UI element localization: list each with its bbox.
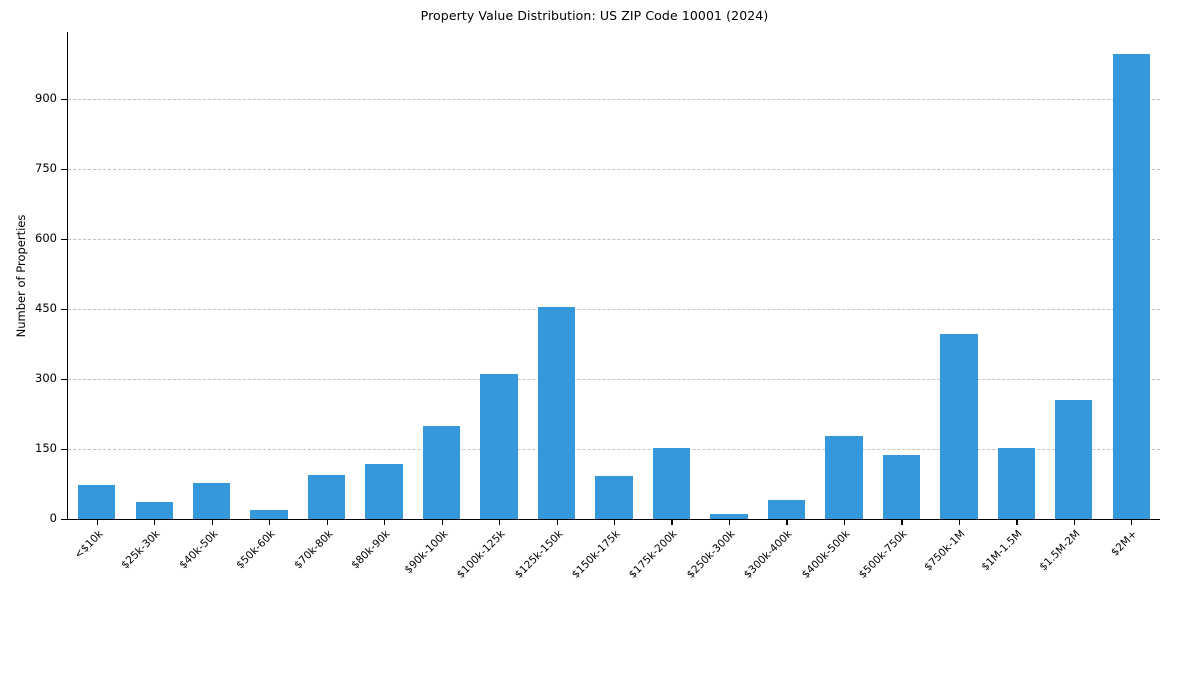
y-axis-tick-label: 0 <box>49 511 57 525</box>
x-axis-tick-mark <box>728 520 731 525</box>
bar <box>595 476 633 519</box>
bar <box>250 510 288 519</box>
y-axis-tick-label: 150 <box>35 440 57 455</box>
gridline <box>68 98 1160 100</box>
plot-area <box>68 32 1160 519</box>
x-axis-tick-mark <box>96 520 98 525</box>
bar <box>422 425 461 519</box>
gridline <box>68 378 1160 380</box>
y-axis-tick-mark <box>61 378 67 381</box>
bar <box>1112 53 1150 519</box>
x-axis-tick-mark <box>441 520 443 525</box>
gridlines <box>68 32 1160 519</box>
gridline <box>68 238 1160 240</box>
y-axis-tick-mark <box>61 168 67 170</box>
bar <box>537 306 576 519</box>
bar <box>652 448 691 519</box>
x-axis-tick-mark <box>843 520 846 525</box>
gridline <box>68 308 1160 310</box>
x-axis-tick-mark <box>786 520 788 525</box>
y-axis-tick-mark <box>61 308 67 311</box>
x-axis-tick-mark <box>384 520 386 525</box>
chart-figure: Property Value Distribution: US ZIP Code… <box>14 8 1160 581</box>
bar <box>997 447 1035 519</box>
bar <box>78 484 116 519</box>
bar-series <box>68 32 1160 519</box>
x-axis-spine <box>67 518 1160 520</box>
x-axis-tick-mark <box>1016 520 1018 525</box>
y-axis-label: Number of Properties <box>14 214 28 337</box>
x-axis-tick-mark <box>1073 520 1075 525</box>
bar <box>135 502 173 519</box>
bar <box>710 513 748 519</box>
y-axis-tick-label: 750 <box>35 160 57 175</box>
bar <box>193 482 231 519</box>
gridline <box>68 168 1160 170</box>
bar <box>825 435 863 519</box>
y-axis-tick-label: 300 <box>35 370 57 385</box>
y-axis-tick-label: 450 <box>35 300 57 315</box>
bar <box>882 455 921 519</box>
x-axis-tick-mark <box>1131 520 1133 525</box>
y-axis-tick-label: 600 <box>35 230 57 245</box>
bar <box>1055 399 1093 519</box>
x-axis-tick-mark <box>269 520 271 525</box>
x-axis-tick-mark <box>901 520 903 525</box>
y-axis-tick-mark <box>61 98 67 100</box>
bar <box>365 464 403 519</box>
bar <box>767 500 806 519</box>
x-axis-tick-mark <box>671 520 673 525</box>
x-axis-tick-mark <box>556 520 558 525</box>
x-axis-tick-mark <box>614 520 616 525</box>
y-axis-tick-mark <box>61 519 67 521</box>
bar <box>307 475 346 519</box>
y-axis-tick-label: 900 <box>35 90 57 105</box>
bar <box>940 334 978 519</box>
x-axis-tick-mark <box>958 520 961 525</box>
x-axis-tick-mark <box>499 520 501 525</box>
x-axis-tick-mark <box>154 520 156 525</box>
y-axis-tick-mark <box>61 448 67 451</box>
bar <box>480 374 518 519</box>
y-axis-tick-mark <box>61 238 67 241</box>
chart-title: Property Value Distribution: US ZIP Code… <box>420 8 769 23</box>
x-axis-tick-mark <box>326 520 328 525</box>
x-axis-tick-mark <box>211 520 213 525</box>
y-axis-spine <box>67 32 69 520</box>
gridline <box>68 448 1160 450</box>
